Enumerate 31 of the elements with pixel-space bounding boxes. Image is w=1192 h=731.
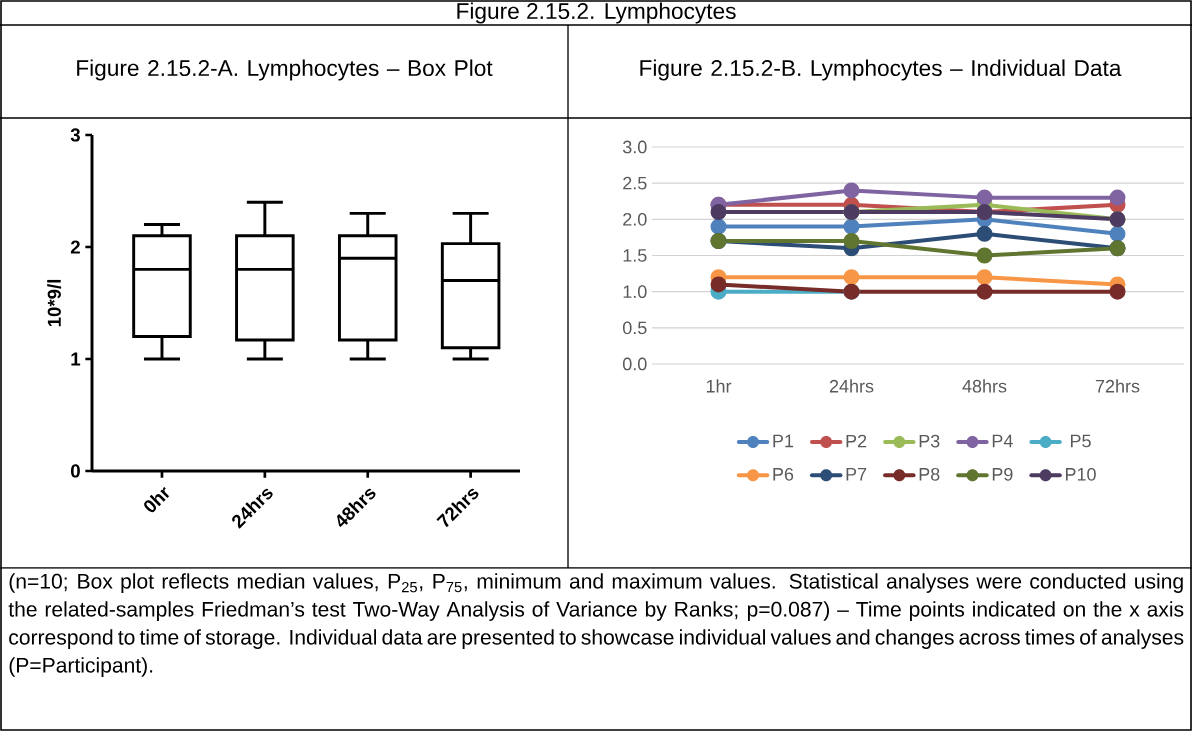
x-tick-label: 0hr — [144, 487, 170, 513]
legend-label: P4 — [992, 434, 1013, 448]
legend-label: P3 — [919, 434, 940, 448]
y-tick-label: 1.5 — [623, 249, 647, 262]
caption: Figure 2.15.2. Lymphocytes — [457, 2, 736, 24]
y-tick-label: 1.0 — [623, 285, 647, 299]
y-tick-label: 0.5 — [622, 321, 647, 335]
x-tick-label: 24hrs — [829, 379, 874, 393]
y-tick-label: 2.0 — [623, 212, 647, 226]
text: (n=10; Box plot reflects median values, P$_{25}$, P$_{75}$, minimum and maximum values. Statistical analyses were conducted using the related-samples Friedman’s test Two-Way Analysis of Variance by Ranks; p=0.087) – Time points indicated on the x axis correspond to time of storage. Individual data are presented to showcase individual values and changes across times of analyses (P=Participant). — [8, 573, 1184, 677]
y-axis-title: 10*9/l — [47, 279, 62, 327]
y-tick-label: 3.0 — [622, 140, 647, 154]
y-tick-label: 1 — [71, 352, 81, 366]
y-tick-label: 2 — [70, 240, 80, 254]
x-tick-label: 48hrs — [962, 379, 1007, 393]
legend-label: P2 — [846, 434, 867, 448]
y-tick-label: 0 — [70, 464, 80, 478]
y-tick-label: 0.0 — [622, 357, 647, 371]
legend-label: P10 — [1065, 467, 1096, 481]
legend-label: P7 — [846, 468, 867, 481]
y-tick-label: 2.5 — [623, 176, 647, 190]
legend-label: P1 — [773, 434, 794, 448]
chart-title: Figure 2.15.2-A. Lymphocytes – Box Plot — [77, 59, 493, 81]
legend-label: P8 — [919, 467, 940, 481]
legend-label: P9 — [992, 467, 1013, 481]
x-tick-label: 72hrs — [1095, 379, 1140, 393]
x-tick-label: 1hr — [706, 379, 732, 393]
y-tick-label: 3 — [70, 128, 80, 142]
legend-label: P6 — [773, 467, 794, 481]
legend-label: P5 — [1070, 434, 1091, 448]
chart-title: Figure 2.15.2-B. Lymphocytes – Individual Data — [640, 59, 1122, 81]
